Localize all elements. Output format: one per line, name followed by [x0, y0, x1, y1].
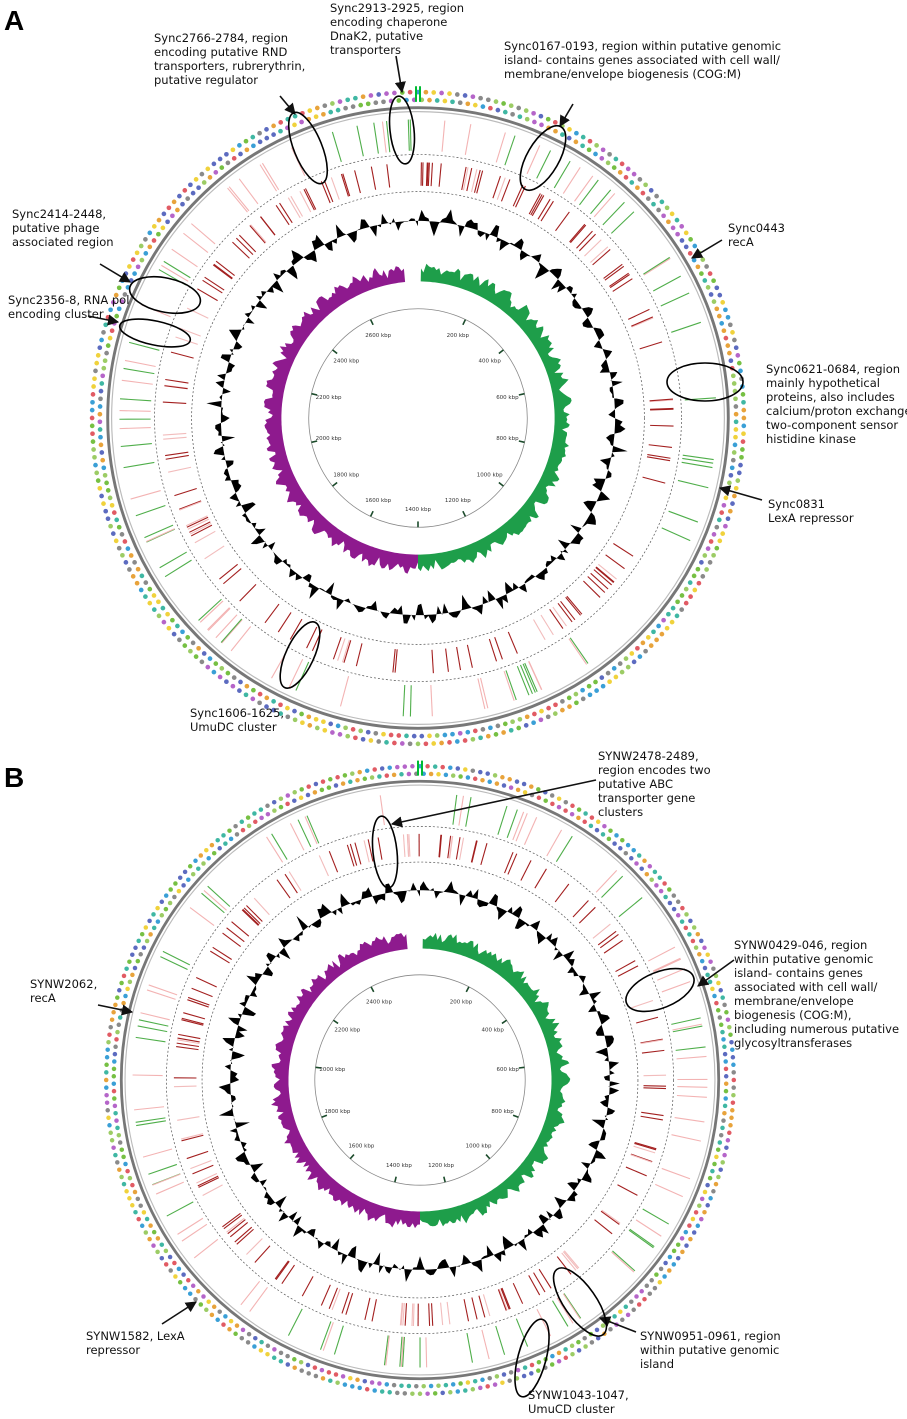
- annotation-label: SYNW2062, recA: [30, 977, 97, 1005]
- annotation-arrow: [97, 1004, 134, 1016]
- annotation-label: SYNW0429-046, region within putative geno…: [734, 938, 899, 1050]
- scale-tick-label: 1000 kbp: [466, 1144, 492, 1150]
- scale-tick-label: 2400 kbp: [366, 999, 392, 1005]
- annotation-label: SYNW2478-2489, region encodes two putative…: [598, 749, 711, 819]
- panel-a: A 200 kbp 400 kbp 600 kbp 800 kbp 1000 kbp 12…: [4, 1, 907, 747]
- annotation-label: Sync0831 LexA repressor: [768, 497, 854, 525]
- annotation-label: Sync2913-2925, region encoding chaperone D…: [330, 1, 464, 57]
- scale-tick-label: 2600 kbp: [365, 333, 391, 339]
- annotations-a: Sync2913-2925, region encoding chaperone D…: [8, 1, 907, 734]
- scale-tick-label: 400 kbp: [481, 1027, 504, 1033]
- scale-tick-label: 400 kbp: [478, 358, 501, 364]
- annotation-arrow: [691, 239, 723, 259]
- annotation-sync0621: Sync0621-0684, region mainly hypothetical…: [666, 362, 907, 446]
- scale-tick-label: 200 kbp: [450, 999, 473, 1005]
- region-highlight: [625, 967, 695, 1013]
- gene-track: [89, 89, 747, 747]
- annotation-label: Sync1606-1625, UmuDC cluster: [190, 706, 284, 734]
- region-highlight: [279, 621, 321, 689]
- scale-tick-label: 2200 kbp: [316, 395, 342, 401]
- region-highlight: [128, 275, 202, 315]
- region-highlight: [666, 362, 744, 402]
- annotation-arrow: [390, 779, 597, 828]
- region-highlight: [519, 125, 567, 191]
- scale-tick-label: 2400 kbp: [333, 358, 359, 364]
- scale-tick-label: 2000 kbp: [316, 436, 342, 442]
- annotation-sync2356: Sync2356-8, RNA pol encoding cluster: [8, 293, 192, 348]
- annotation-sync2913: Sync2913-2925, region encoding chaperone D…: [330, 1, 464, 165]
- panel-a-letter: A: [4, 5, 24, 36]
- annotation-label: SYNW0951-0961, region within putative gen…: [640, 1329, 781, 1371]
- region-highlight: [371, 815, 399, 889]
- annotation-sync2414: Sync2414-2448, putative phage associated r…: [12, 207, 202, 315]
- scale-tick-label: 800 kbp: [491, 1109, 514, 1115]
- gc-skew-track: [263, 263, 572, 574]
- annotation-label: Sync0621-0684, region mainly hypothetical…: [766, 362, 907, 446]
- panel-b-letter: B: [4, 762, 24, 793]
- annotation-arrow: [161, 1301, 197, 1325]
- gc-skew-track: [271, 932, 571, 1229]
- annotation-arrow: [394, 55, 406, 94]
- annotation-sync1606: Sync1606-1625, UmuDC cluster: [190, 621, 321, 734]
- scale-tick-label: 200 kbp: [447, 333, 470, 339]
- annotations-b: SYNW2478-2489, region encodes two putative…: [30, 749, 899, 1416]
- annotation-label: Sync2414-2448, putative phage associated r…: [12, 207, 114, 249]
- scale-tick-label: 2000 kbp: [319, 1067, 345, 1073]
- scale-ring: [308, 308, 528, 528]
- scale-tick-label: 1800 kbp: [333, 473, 359, 479]
- annotation-sync2766: Sync2766-2784, region encoding putative R…: [154, 31, 329, 185]
- scale-tick-label: 800 kbp: [496, 436, 519, 442]
- feature-track: [132, 794, 708, 1368]
- annotation-arrow: [559, 103, 574, 127]
- scale-tick-label: 2200 kbp: [334, 1027, 360, 1033]
- annotation-arrow: [87, 314, 120, 326]
- annotation-sync0167: Sync0167-0193, region within putative ge…: [504, 39, 781, 191]
- region-highlight: [388, 95, 416, 165]
- annotation-synw0429: SYNW0429-046, region within putative geno…: [625, 938, 899, 1050]
- annotation-sync0443: Sync0443 recA: [691, 221, 785, 259]
- annotation-synw2062: SYNW2062, recA: [30, 977, 134, 1016]
- annotation-sync0831: Sync0831 LexA repressor: [718, 485, 854, 525]
- region-highlight: [287, 111, 329, 185]
- backbone-ring: [119, 779, 721, 1381]
- scale-tick-label: 1600 kbp: [365, 498, 391, 504]
- panel-b: B 200 kbp 400 kbp 600 kbp 800 kbp 1000 kbp 12…: [4, 749, 899, 1416]
- annotation-label: SYNW1043-1047, UmuCD cluster: [528, 1388, 629, 1416]
- scale-tick-label: 600 kbp: [496, 395, 519, 401]
- annotation-synw1582: SYNW1582, LexA repressor: [86, 1301, 197, 1357]
- annotation-synw1043: SYNW1043-1047, UmuCD cluster: [514, 1318, 629, 1416]
- annotation-arrow: [99, 263, 131, 283]
- circular-map-b: 200 kbp 400 kbp 600 kbp 800 kbp 1000 kbp 1200…: [103, 760, 737, 1397]
- region-highlight: [118, 318, 192, 348]
- circular-map-a: 200 kbp 400 kbp 600 kbp 800 kbp 1000 kbp 1200…: [89, 86, 747, 747]
- scale-tick-label: 1600 kbp: [348, 1144, 374, 1150]
- gene-track: [103, 763, 737, 1397]
- scale-tick-label: 1000 kbp: [477, 473, 503, 479]
- region-highlight: [552, 1267, 608, 1337]
- scale-tick-label: 1800 kbp: [324, 1109, 350, 1115]
- annotation-label: SYNW1582, LexA repressor: [86, 1329, 185, 1357]
- scale-ring: [314, 974, 526, 1186]
- backbone-ring: [106, 106, 730, 730]
- annotation-label: Sync2766-2784, region encoding putative R…: [154, 31, 305, 87]
- scale-tick-label: 600 kbp: [496, 1067, 519, 1073]
- annotation-label: Sync2356-8, RNA pol encoding cluster: [8, 293, 129, 321]
- region-highlight: [514, 1318, 550, 1398]
- scale-tick-label: 1200 kbp: [445, 498, 471, 504]
- annotation-arrow: [279, 95, 296, 115]
- annotation-label: Sync0443 recA: [728, 221, 785, 249]
- scale-tick-label: 1400 kbp: [405, 507, 431, 513]
- annotation-synw2478: SYNW2478-2489, region encodes two putative…: [371, 749, 711, 889]
- feature-track: [119, 119, 716, 717]
- annotation-arrow: [718, 485, 763, 501]
- annotation-synw0951: SYNW0951-0961, region within putative gen…: [552, 1267, 781, 1371]
- scale-tick-label: 1200 kbp: [428, 1163, 454, 1169]
- annotation-label: Sync0167-0193, region within putative ge…: [504, 39, 781, 81]
- annotation-arrow: [697, 959, 735, 987]
- scale-tick-label: 1400 kbp: [386, 1163, 412, 1169]
